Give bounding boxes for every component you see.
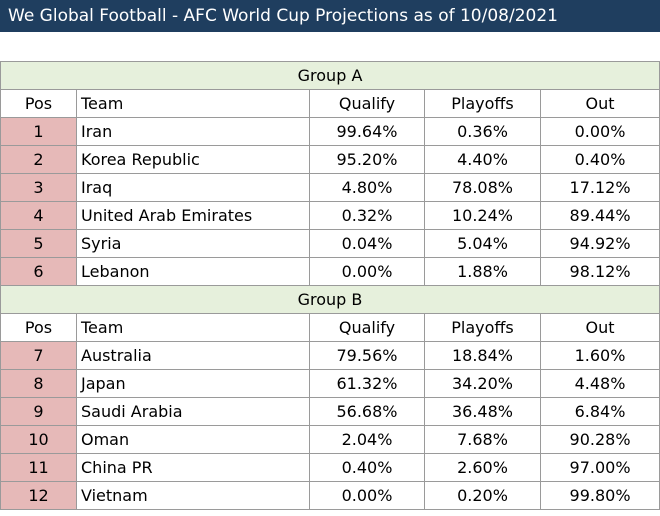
column-header-row: Pos Team Qualify Playoffs Out [0, 89, 660, 118]
projections-table: Group A Pos Team Qualify Playoffs Out 1 … [0, 61, 660, 510]
out-cell: 6.84% [539, 397, 660, 426]
out-cell: 97.00% [539, 453, 660, 482]
column-header-playoffs: Playoffs [424, 313, 541, 342]
position-cell: 9 [0, 397, 77, 426]
column-header-playoffs: Playoffs [424, 89, 541, 118]
qualify-cell: 95.20% [309, 145, 425, 174]
table-row: 8 Japan 61.32% 34.20% 4.48% [0, 369, 660, 398]
team-cell: China PR [76, 453, 310, 482]
page-title: We Global Football - AFC World Cup Proje… [0, 0, 660, 32]
position-cell: 3 [0, 173, 77, 202]
team-cell: Japan [76, 369, 310, 398]
column-header-pos: Pos [0, 89, 77, 118]
team-cell: Lebanon [76, 257, 310, 286]
column-header-team: Team [76, 89, 310, 118]
position-cell: 7 [0, 341, 77, 370]
out-cell: 17.12% [539, 173, 660, 202]
out-cell: 4.48% [539, 369, 660, 398]
qualify-cell: 0.00% [309, 481, 425, 510]
playoffs-cell: 0.20% [424, 481, 541, 510]
group-name: Group B [0, 285, 660, 314]
qualify-cell: 56.68% [309, 397, 425, 426]
out-cell: 89.44% [539, 201, 660, 230]
playoffs-cell: 36.48% [424, 397, 541, 426]
table-row: 5 Syria 0.04% 5.04% 94.92% [0, 229, 660, 258]
qualify-cell: 0.32% [309, 201, 425, 230]
column-header-out: Out [539, 313, 660, 342]
column-header-qualify: Qualify [309, 313, 425, 342]
out-cell: 98.12% [539, 257, 660, 286]
group-header-row: Group B [0, 285, 660, 314]
out-cell: 0.00% [539, 117, 660, 146]
playoffs-cell: 78.08% [424, 173, 541, 202]
out-cell: 1.60% [539, 341, 660, 370]
table-row: 2 Korea Republic 95.20% 4.40% 0.40% [0, 145, 660, 174]
playoffs-cell: 1.88% [424, 257, 541, 286]
position-cell: 5 [0, 229, 77, 258]
qualify-cell: 4.80% [309, 173, 425, 202]
position-cell: 8 [0, 369, 77, 398]
qualify-cell: 2.04% [309, 425, 425, 454]
table-row: 10 Oman 2.04% 7.68% 90.28% [0, 425, 660, 454]
team-cell: Iraq [76, 173, 310, 202]
playoffs-cell: 18.84% [424, 341, 541, 370]
column-header-out: Out [539, 89, 660, 118]
playoffs-cell: 2.60% [424, 453, 541, 482]
out-cell: 0.40% [539, 145, 660, 174]
table-row: 3 Iraq 4.80% 78.08% 17.12% [0, 173, 660, 202]
team-cell: Australia [76, 341, 310, 370]
column-header-pos: Pos [0, 313, 77, 342]
qualify-cell: 79.56% [309, 341, 425, 370]
playoffs-cell: 4.40% [424, 145, 541, 174]
team-cell: Vietnam [76, 481, 310, 510]
table-row: 6 Lebanon 0.00% 1.88% 98.12% [0, 257, 660, 286]
table-row: 9 Saudi Arabia 56.68% 36.48% 6.84% [0, 397, 660, 426]
position-cell: 4 [0, 201, 77, 230]
column-header-team: Team [76, 313, 310, 342]
qualify-cell: 0.04% [309, 229, 425, 258]
team-cell: Oman [76, 425, 310, 454]
out-cell: 90.28% [539, 425, 660, 454]
team-cell: Iran [76, 117, 310, 146]
table-row: 12 Vietnam 0.00% 0.20% 99.80% [0, 481, 660, 510]
position-cell: 1 [0, 117, 77, 146]
team-cell: Syria [76, 229, 310, 258]
playoffs-cell: 34.20% [424, 369, 541, 398]
team-cell: Saudi Arabia [76, 397, 310, 426]
out-cell: 94.92% [539, 229, 660, 258]
position-cell: 2 [0, 145, 77, 174]
column-header-row: Pos Team Qualify Playoffs Out [0, 313, 660, 342]
position-cell: 12 [0, 481, 77, 510]
position-cell: 11 [0, 453, 77, 482]
playoffs-cell: 0.36% [424, 117, 541, 146]
playoffs-cell: 10.24% [424, 201, 541, 230]
table-row: 4 United Arab Emirates 0.32% 10.24% 89.4… [0, 201, 660, 230]
group-header-row: Group A [0, 61, 660, 90]
team-cell: Korea Republic [76, 145, 310, 174]
qualify-cell: 0.40% [309, 453, 425, 482]
position-cell: 6 [0, 257, 77, 286]
playoffs-cell: 5.04% [424, 229, 541, 258]
position-cell: 10 [0, 425, 77, 454]
qualify-cell: 0.00% [309, 257, 425, 286]
table-row: 11 China PR 0.40% 2.60% 97.00% [0, 453, 660, 482]
group-name: Group A [0, 61, 660, 90]
column-header-qualify: Qualify [309, 89, 425, 118]
qualify-cell: 99.64% [309, 117, 425, 146]
table-row: 1 Iran 99.64% 0.36% 0.00% [0, 117, 660, 146]
playoffs-cell: 7.68% [424, 425, 541, 454]
qualify-cell: 61.32% [309, 369, 425, 398]
team-cell: United Arab Emirates [76, 201, 310, 230]
table-row: 7 Australia 79.56% 18.84% 1.60% [0, 341, 660, 370]
out-cell: 99.80% [539, 481, 660, 510]
